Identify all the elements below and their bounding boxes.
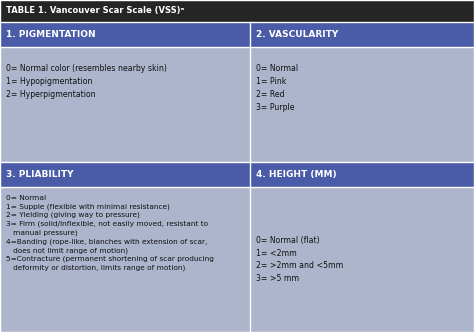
Text: 4. HEIGHT (MM): 4. HEIGHT (MM) bbox=[256, 170, 337, 179]
Bar bbox=[250, 187, 474, 332]
Text: TABLE 1. Vancouver Scar Scale (VSS)ᵃ: TABLE 1. Vancouver Scar Scale (VSS)ᵃ bbox=[6, 7, 184, 16]
Bar bbox=[250, 162, 474, 187]
Text: 0= Normal (flat)
1= <2mm
2= >2mm and <5mm
3= >5 mm: 0= Normal (flat) 1= <2mm 2= >2mm and <5m… bbox=[256, 236, 343, 283]
Text: 0= Normal color (resembles nearby skin)
1= Hypopigmentation
2= Hyperpigmentation: 0= Normal color (resembles nearby skin) … bbox=[6, 64, 167, 99]
Text: 0= Normal
1= Pink
2= Red
3= Purple: 0= Normal 1= Pink 2= Red 3= Purple bbox=[256, 64, 298, 112]
Text: 1. PIGMENTATION: 1. PIGMENTATION bbox=[6, 30, 96, 39]
Bar bbox=[0, 0, 474, 22]
Text: 2. VASCULARITY: 2. VASCULARITY bbox=[256, 30, 338, 39]
Text: 3. PLIABILITY: 3. PLIABILITY bbox=[6, 170, 73, 179]
Bar bbox=[250, 47, 474, 162]
Bar bbox=[0, 162, 250, 187]
Bar bbox=[0, 47, 250, 162]
Bar bbox=[0, 22, 250, 47]
Bar bbox=[250, 22, 474, 47]
Text: 0= Normal
1= Supple (flexible with minimal resistance)
2= Yielding (giving way t: 0= Normal 1= Supple (flexible with minim… bbox=[6, 195, 214, 271]
Bar bbox=[0, 187, 250, 332]
